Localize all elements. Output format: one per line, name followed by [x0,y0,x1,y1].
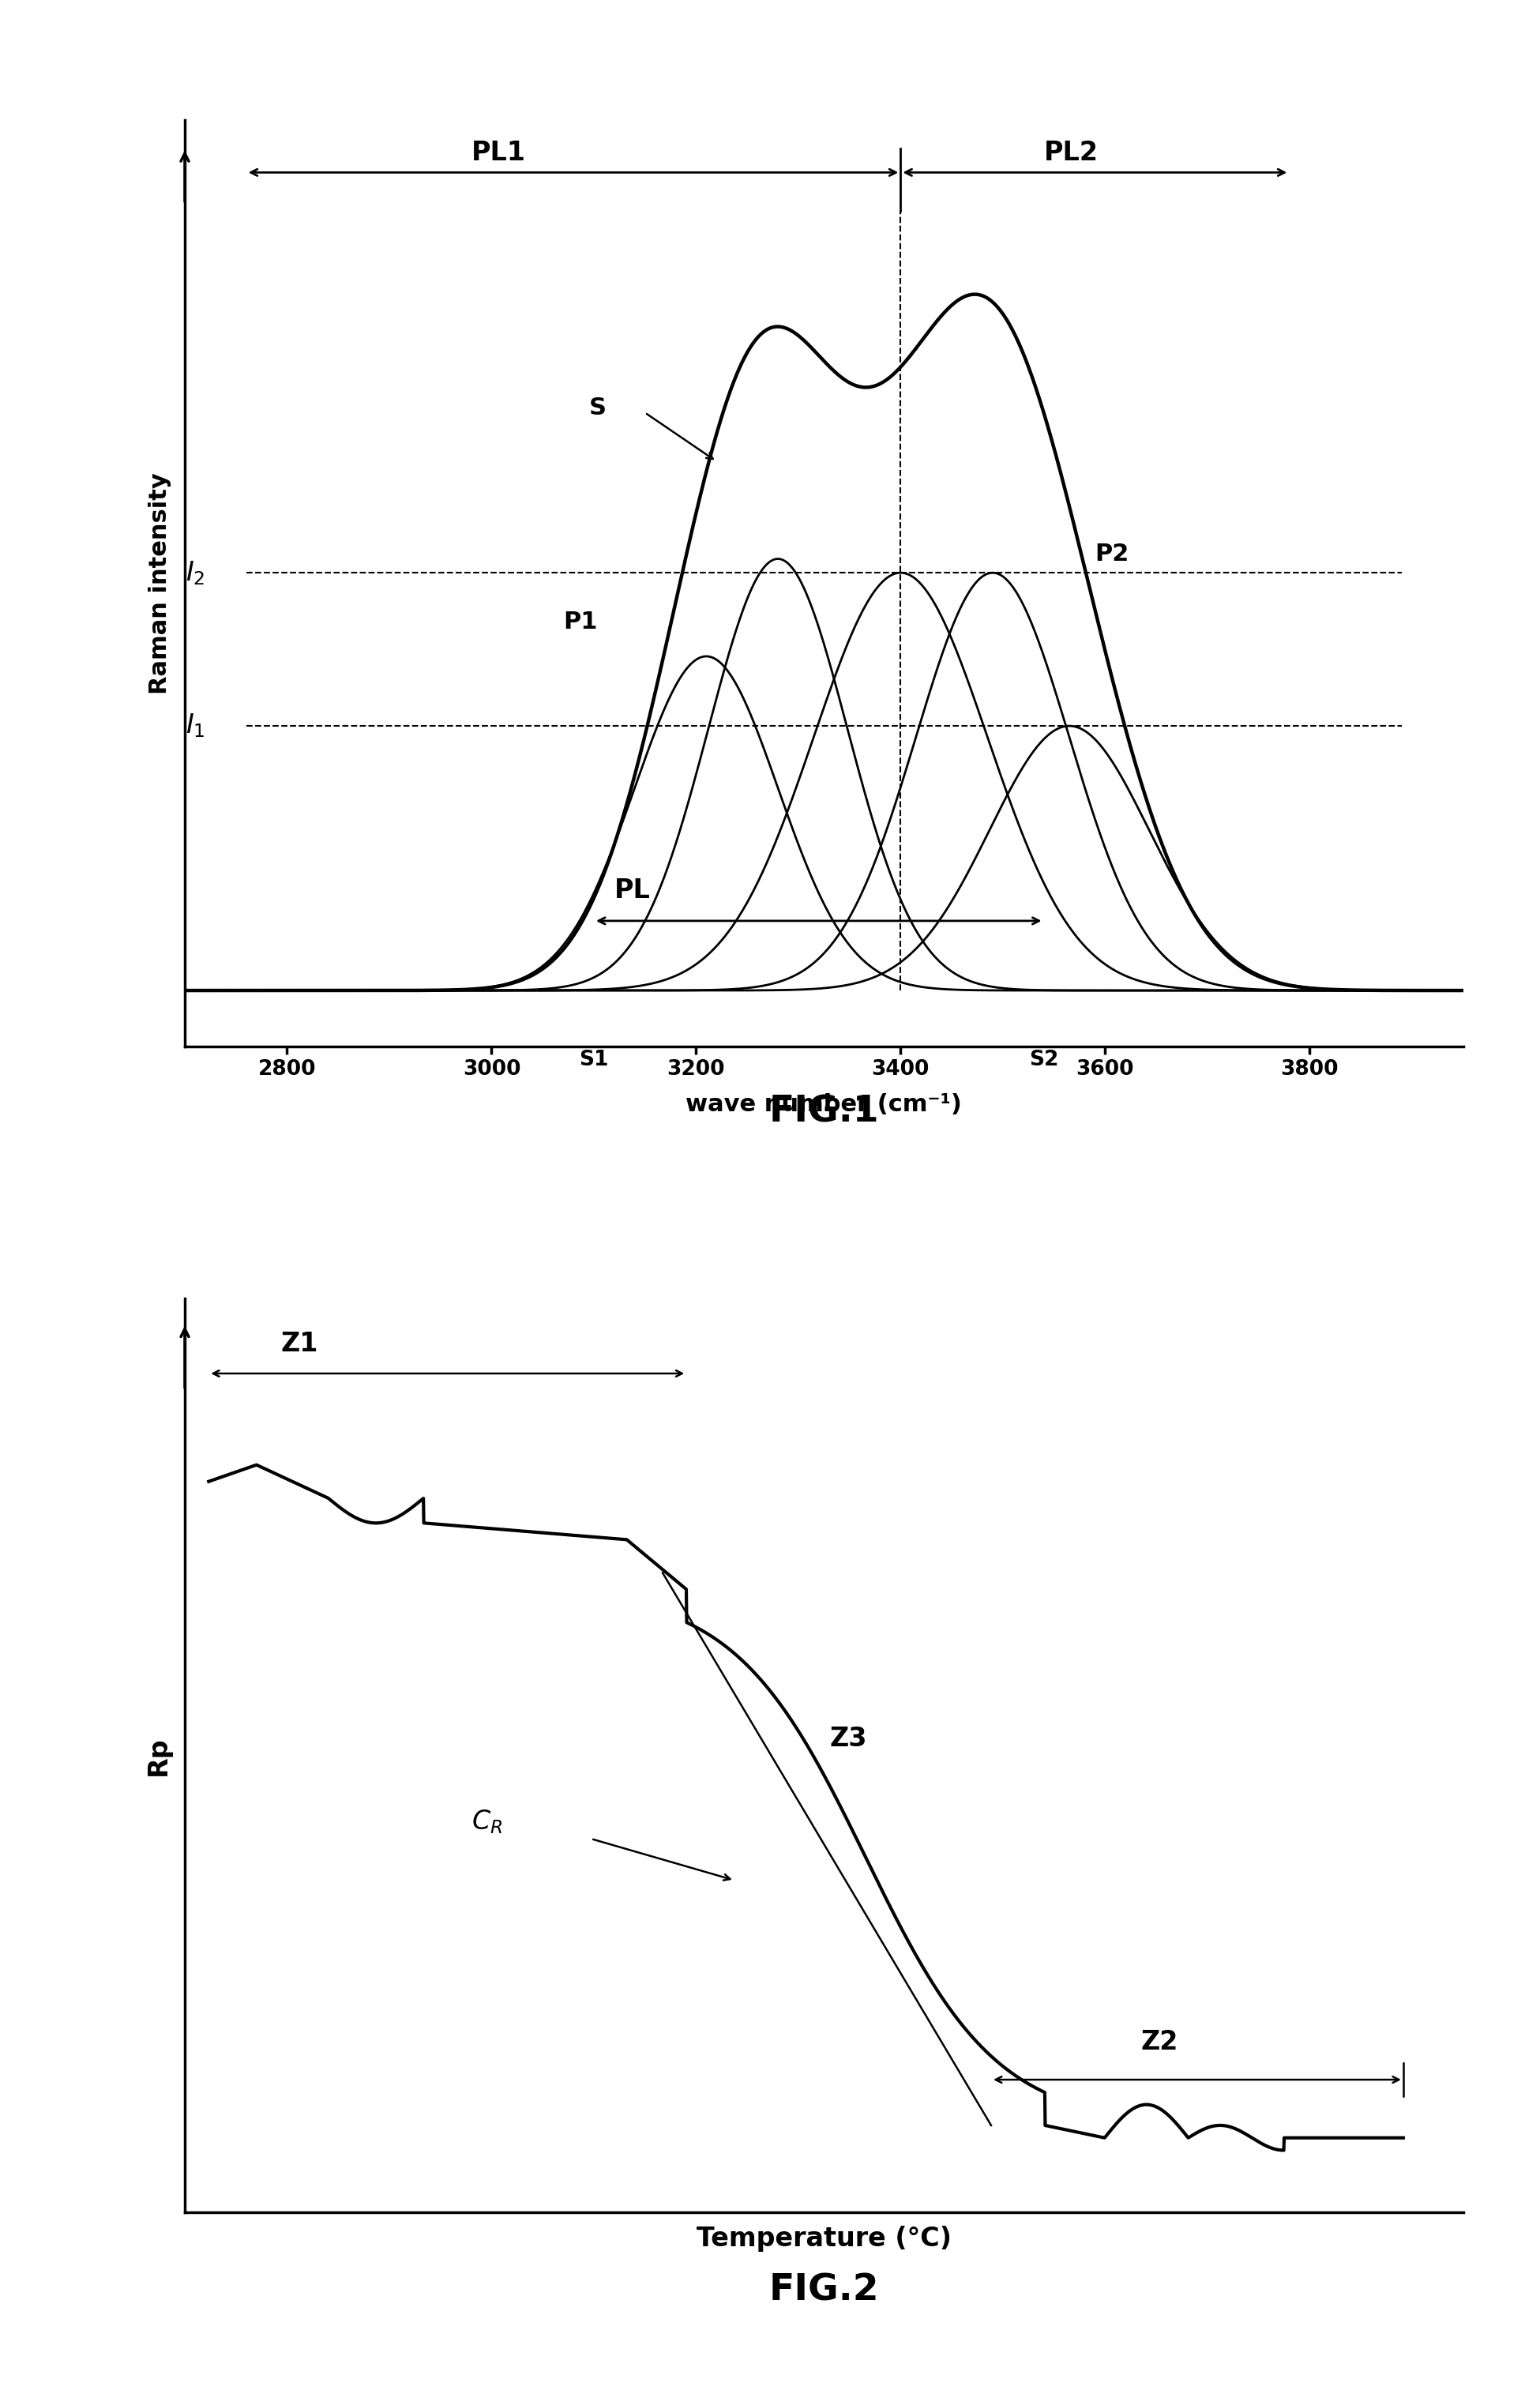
Text: S1: S1 [579,1049,608,1070]
X-axis label: Temperature (°C): Temperature (°C) [696,2225,952,2251]
Text: PL1: PL1 [471,139,525,166]
Text: PL: PL [614,878,650,904]
Text: $I_2$: $I_2$ [186,558,205,587]
Text: FIG.1: FIG.1 [768,1094,879,1130]
Text: Z3: Z3 [830,1727,867,1753]
Text: $I_1$: $I_1$ [186,712,205,741]
Y-axis label: Raman intensity: Raman intensity [149,471,171,695]
Text: Z2: Z2 [1141,2030,1178,2054]
Text: P1: P1 [564,611,598,633]
Text: S2: S2 [1029,1049,1058,1070]
Text: $C_R$: $C_R$ [471,1809,502,1835]
Y-axis label: Rp: Rp [146,1736,171,1775]
Text: Z1: Z1 [280,1330,317,1356]
Text: P2: P2 [1095,544,1129,565]
Text: S: S [588,397,607,418]
X-axis label: wave number (cm⁻¹): wave number (cm⁻¹) [685,1092,962,1116]
Text: FIG.2: FIG.2 [768,2273,879,2309]
Text: PL2: PL2 [1044,139,1098,166]
